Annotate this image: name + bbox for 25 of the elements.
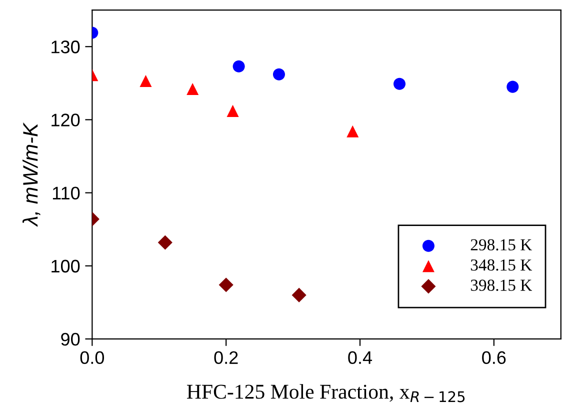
- y-tick-label: 110: [52, 186, 80, 200]
- point: [218, 278, 234, 292]
- x-tick-label: 0.4: [348, 351, 372, 364]
- point: [158, 235, 172, 250]
- y-tick-label: 100: [52, 260, 80, 273]
- point: [346, 125, 359, 138]
- x-axis-title: HFC-125 Mole Fraction, x$_{R−125}$: [187, 384, 465, 402]
- point: [272, 68, 285, 80]
- legend-label: 298.15 K: [470, 239, 532, 251]
- y-tick-label: 120: [52, 114, 80, 126]
- x-tick-label: 0.2: [214, 351, 238, 364]
- y-axis-title: λ, mW/m-K: [22, 122, 40, 227]
- point: [140, 74, 152, 87]
- x-tick-label: 0.6: [482, 351, 506, 364]
- point: [226, 104, 239, 117]
- y-tick-label: 130: [52, 40, 80, 54]
- point: [393, 78, 406, 90]
- point: [186, 82, 199, 96]
- x-tick-label: 0.0: [80, 351, 104, 364]
- point: [506, 80, 519, 93]
- point: [232, 60, 245, 72]
- legend-label: 398.15 K: [470, 280, 532, 291]
- legend-label: 348.15 K: [470, 259, 532, 271]
- y-tick-label: 90: [61, 332, 80, 346]
- point: [292, 288, 306, 302]
